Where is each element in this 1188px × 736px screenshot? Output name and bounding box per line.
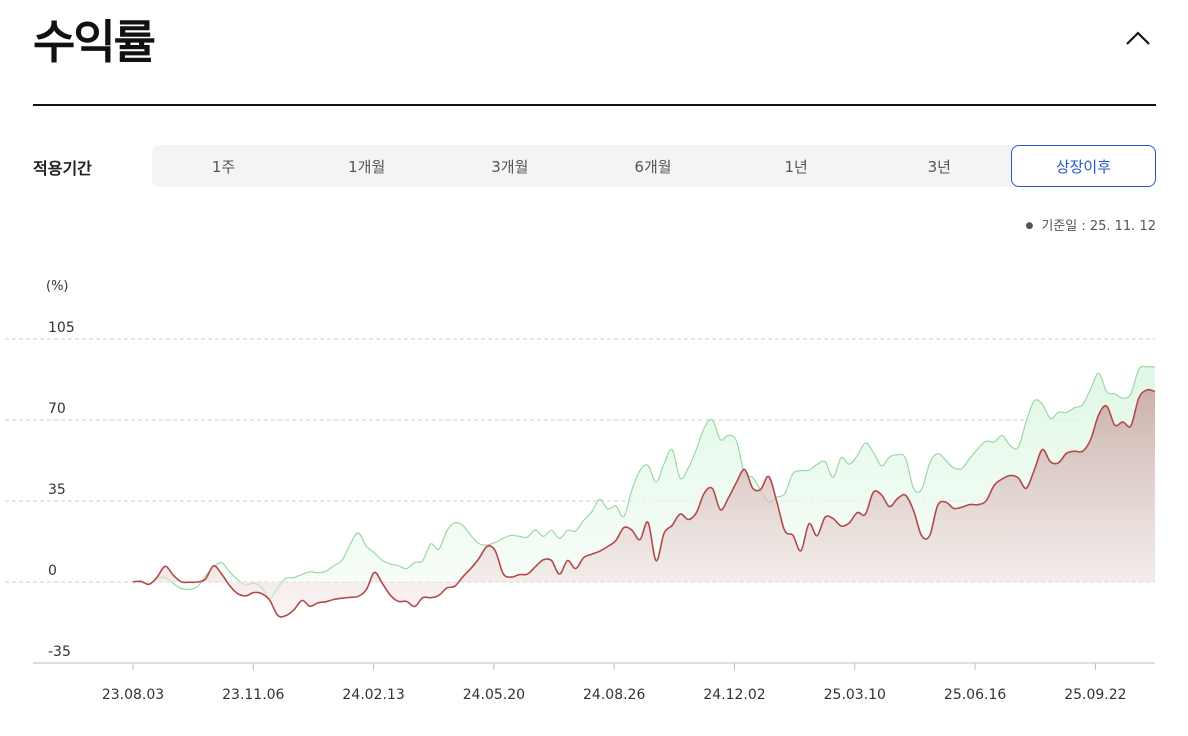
series-1-area <box>133 389 1155 617</box>
collapse-button[interactable] <box>1118 20 1158 56</box>
period-3m[interactable]: 3개월 <box>491 157 529 176</box>
chevron-up-icon <box>1126 31 1150 45</box>
x-tick-label: 24.05.20 <box>463 687 525 703</box>
period-1m[interactable]: 1개월 <box>348 157 386 176</box>
y-tick-label: 70 <box>48 401 66 417</box>
base-date-text: 기준일 : 25. 11. 12 <box>1041 219 1156 234</box>
x-tick-label: 24.08.26 <box>583 687 645 703</box>
x-tick-label: 25.06.16 <box>944 687 1006 703</box>
y-tick-label: 105 <box>48 320 75 336</box>
y-axis-unit: (%) <box>46 279 69 294</box>
y-tick-label: -35 <box>48 644 71 660</box>
period-3y[interactable]: 3년 <box>927 157 951 176</box>
period-1w[interactable]: 1주 <box>211 157 236 176</box>
period-label: 적용기간 <box>33 159 92 178</box>
x-tick-label: 23.08.03 <box>102 687 164 703</box>
period-selector: 1주 1개월 3개월 6개월 1년 3년 상장이후 <box>152 145 1156 187</box>
y-tick-label: 35 <box>48 482 66 498</box>
period-6m[interactable]: 6개월 <box>634 157 672 176</box>
x-tick-label: 24.02.13 <box>342 687 404 703</box>
bullet-icon: ● <box>1025 221 1034 231</box>
y-tick-label: 0 <box>48 563 57 579</box>
x-tick-label: 24.12.02 <box>703 687 765 703</box>
period-since-listing[interactable]: 상장이후 <box>1010 145 1156 187</box>
x-tick-label: 23.11.06 <box>222 687 284 703</box>
series-2-line <box>132 365 1156 599</box>
title-divider <box>33 104 1156 106</box>
base-date: ● 기준일 : 25. 11. 12 <box>1025 215 1156 234</box>
x-tick-label: 25.03.10 <box>824 687 886 703</box>
return-chart: 105 70 35 0 -35 23.08.03 23.11.06 24.02.13 24.05… <box>5 320 1156 703</box>
series-1-line <box>132 388 1156 618</box>
x-tick-label: 25.09.22 <box>1064 687 1126 703</box>
page-title: 수익률 <box>33 15 156 69</box>
period-1y[interactable]: 1년 <box>784 157 808 176</box>
